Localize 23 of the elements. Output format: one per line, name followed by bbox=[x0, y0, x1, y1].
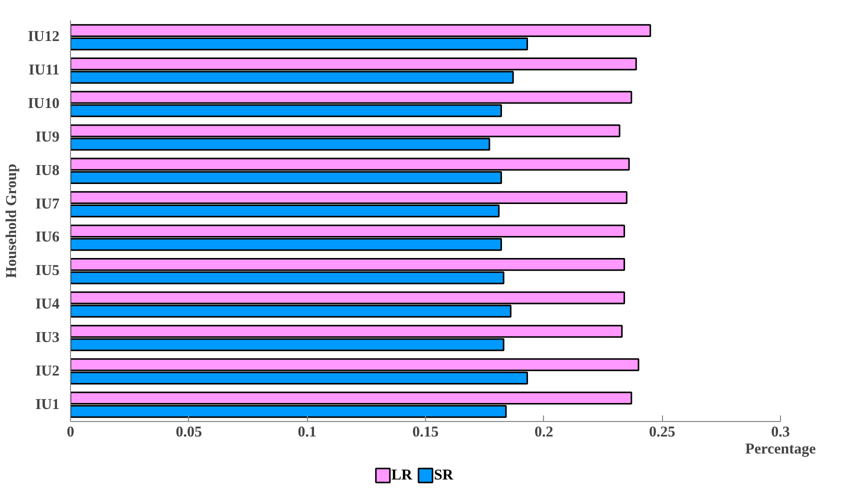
y-tick-label: IU11 bbox=[28, 62, 60, 79]
y-tick-label: IU2 bbox=[35, 363, 60, 380]
y-tick-label: IU3 bbox=[35, 330, 60, 346]
y-tick-label: IU5 bbox=[35, 263, 60, 280]
y-axis-title: Household Group bbox=[4, 164, 20, 278]
x-tick-label: 0.2 bbox=[534, 424, 554, 440]
x-tick-label: 0.1 bbox=[298, 424, 317, 440]
y-tick-label: IU7 bbox=[35, 196, 60, 212]
y-tick-label: IU1 bbox=[35, 396, 60, 413]
y-tick-label: IU6 bbox=[35, 230, 60, 246]
x-tick-label: 0.05 bbox=[176, 424, 202, 440]
legend-label: LR bbox=[391, 468, 412, 484]
y-tick-label: IU10 bbox=[28, 96, 60, 112]
x-tick-label: 0 bbox=[66, 424, 74, 440]
x-axis-title: Percentage bbox=[745, 442, 816, 458]
x-tick-label: 0.25 bbox=[649, 424, 676, 440]
x-tick-label: 0.3 bbox=[771, 424, 790, 440]
y-tick-label: IU4 bbox=[35, 296, 60, 313]
legend-label: SR bbox=[434, 468, 454, 484]
y-tick-label: IU9 bbox=[35, 129, 60, 146]
y-tick-label: IU8 bbox=[35, 162, 60, 179]
y-tick-label: IU12 bbox=[28, 29, 60, 46]
x-tick-label: 0.15 bbox=[412, 424, 439, 440]
